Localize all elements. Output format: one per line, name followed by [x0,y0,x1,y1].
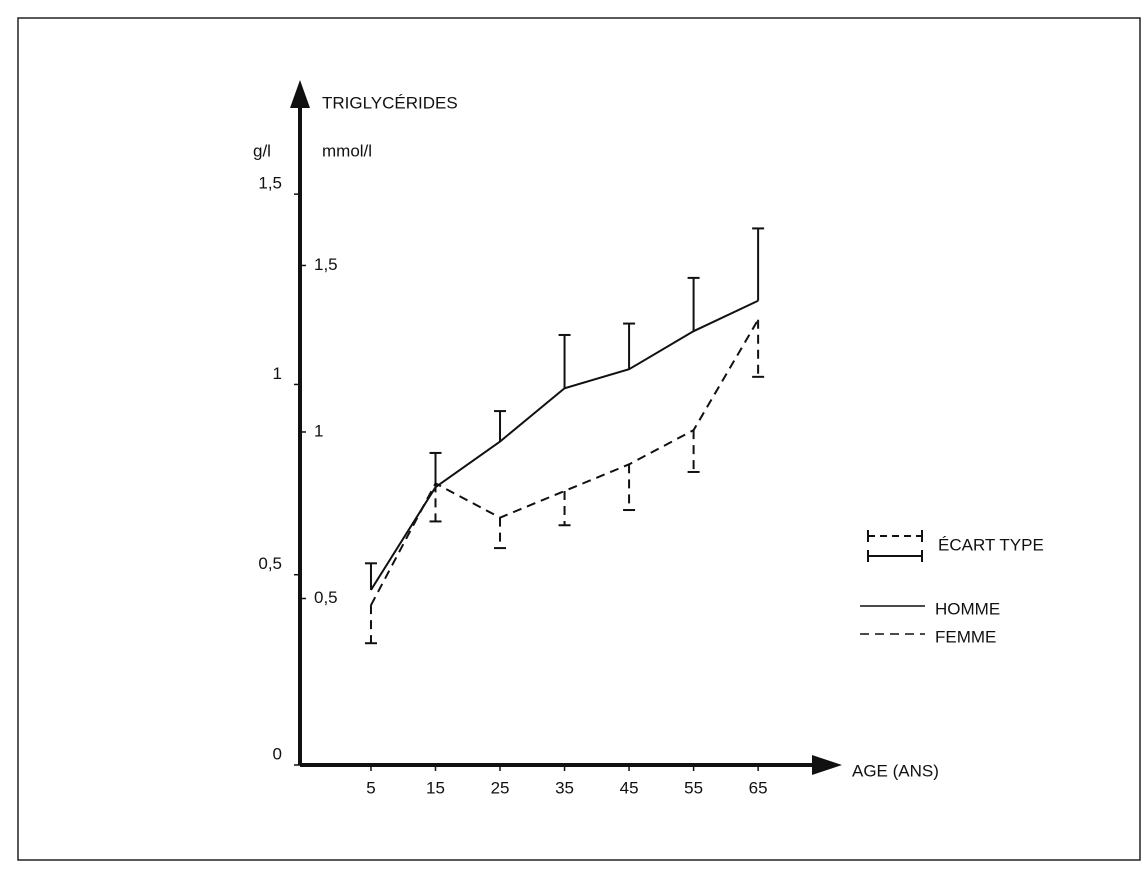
y2-tick-label: 0,5 [314,588,338,607]
x-tick-label: 45 [620,778,639,797]
y2-tick-label: 1 [314,421,323,440]
y-axis-label: g/l [253,141,271,160]
error-bar [494,517,507,550]
frame [17,17,1141,861]
x-tick-label: 5 [366,778,375,797]
legend-label: ÉCART TYPE [938,535,1044,554]
error-bar [623,464,636,512]
y2-axis-label: mmol/l [322,141,372,160]
x-tick-label: 35 [555,778,574,797]
error-bar [558,491,571,527]
y-tick-label: 1,5 [258,174,282,193]
x-axis-label: AGE (ANS) [852,761,939,780]
x-tick-label: 15 [426,778,445,797]
x-tick-label: 25 [491,778,510,797]
error-bar [558,333,571,389]
error-bar [752,319,765,378]
y-axis-arrow [290,80,310,108]
x-tick-label: 65 [749,778,768,797]
x-axis-arrow [812,755,842,775]
error-bar [364,605,377,645]
legend-label: HOMME [935,599,1000,618]
y2-tick-label: 1,5 [314,255,338,274]
error-bar [687,276,700,332]
error-bar [429,451,442,488]
legend-label: FEMME [935,627,996,646]
y-tick-label: 0 [273,744,282,763]
chart-title: TRIGLYCÉRIDES [322,93,458,112]
y-tick-label: 0,5 [258,554,282,573]
error-bar [623,322,636,370]
error-bar [687,430,700,473]
error-legend-glyph [867,530,923,562]
error-bar [494,410,507,442]
error-bar [429,483,442,523]
error-bar [364,562,377,590]
error-bar [752,227,765,301]
x-tick-label: 55 [684,778,703,797]
y-tick-label: 1 [273,364,282,383]
